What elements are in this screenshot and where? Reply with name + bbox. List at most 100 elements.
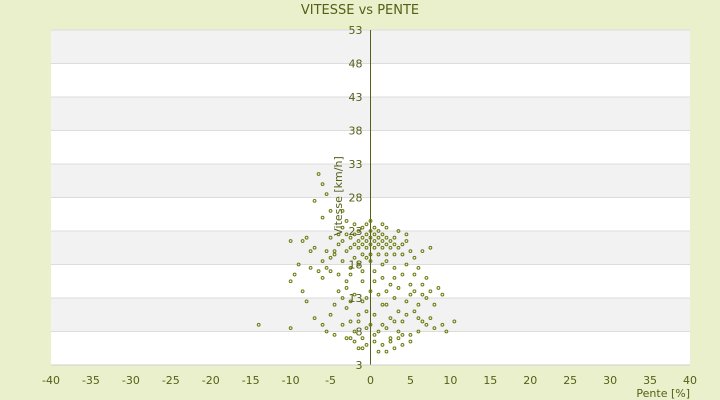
scatter-point [364, 239, 369, 243]
scatter-point [400, 332, 405, 337]
x-tick-label: 10 [443, 374, 457, 387]
scatter-point [360, 242, 365, 247]
scatter-point [336, 289, 341, 294]
scatter-point [364, 343, 369, 347]
scatter-point [368, 322, 373, 327]
x-tick-label: -15 [242, 374, 260, 387]
scatter-point [408, 339, 413, 344]
scatter-point [380, 245, 385, 250]
scatter-point [344, 286, 349, 290]
scatter-point [356, 319, 361, 324]
scatter-point [392, 296, 397, 300]
scatter-point [412, 255, 417, 260]
scatter-point [336, 272, 341, 277]
scatter-point [380, 222, 385, 227]
scatter-point [364, 222, 369, 227]
scatter-point [368, 289, 373, 294]
scatter-point [436, 286, 441, 290]
scatter-points [256, 172, 457, 354]
scatter-point [364, 309, 369, 314]
scatter-point [396, 329, 401, 334]
scatter-point [388, 282, 393, 287]
scatter-point [376, 252, 381, 257]
scatter-point [416, 265, 421, 270]
scatter-point [324, 265, 329, 270]
scatter-point [288, 279, 293, 284]
scatter-point [352, 292, 357, 297]
scatter-point [380, 343, 385, 347]
scatter-point [320, 259, 325, 264]
scatter-point [400, 242, 405, 247]
scatter-point [392, 252, 397, 257]
scatter-point [360, 299, 365, 304]
scatter-point [372, 232, 377, 237]
scatter-point [384, 259, 389, 264]
scatter-point [392, 346, 397, 351]
scatter-point [368, 219, 373, 223]
y-tick-label: 23 [349, 225, 363, 238]
scatter-point [424, 322, 429, 327]
scatter-point [408, 249, 413, 254]
scatter-point [344, 219, 349, 223]
x-tick-label: -25 [162, 374, 180, 387]
scatter-point [300, 239, 305, 243]
scatter-point [344, 232, 349, 237]
scatter-point [352, 242, 357, 247]
scatter-point [388, 336, 393, 341]
scatter-point [304, 235, 309, 240]
scatter-point [396, 245, 401, 250]
scatter-point [404, 262, 409, 267]
x-tick-labels: -40 -35 -30 -25 -20 -15 -10 -5 0 5 10 15 20 25 30 35 40 [42, 374, 697, 387]
scatter-point [364, 255, 369, 260]
scatter-point [368, 235, 373, 240]
scatter-point [384, 252, 389, 257]
scatter-point [360, 252, 365, 257]
scatter-point [304, 299, 309, 304]
scatter-point [364, 296, 369, 300]
scatter-point [420, 292, 425, 297]
scatter-point [384, 302, 389, 307]
scatter-point [332, 302, 337, 307]
scatter-point [360, 336, 365, 341]
scatter-point [388, 316, 393, 321]
scatter-point [388, 339, 393, 344]
scatter-point [440, 322, 445, 327]
scatter-point [356, 346, 361, 351]
scatter-point [372, 339, 377, 344]
y-tick-label: 8 [356, 326, 363, 339]
scatter-point [412, 272, 417, 277]
scatter-point [324, 249, 329, 254]
scatter-point [288, 326, 293, 331]
y-tick-label: 53 [349, 24, 363, 37]
scatter-point [328, 269, 333, 274]
scatter-point [380, 322, 385, 327]
scatter-point [424, 276, 429, 280]
scatter-point [352, 339, 357, 344]
scatter-point [388, 245, 393, 250]
scatter-point [404, 299, 409, 304]
scatter-point [340, 322, 345, 327]
x-tick-label: 0 [367, 374, 374, 387]
scatter-point [356, 239, 361, 243]
scatter-point [428, 289, 433, 294]
scatter-point [380, 262, 385, 267]
scatter-point [344, 279, 349, 284]
scatter-point [412, 289, 417, 294]
y-tick-label: 3 [356, 359, 363, 372]
scatter-point [384, 235, 389, 240]
scatter-point [348, 235, 353, 240]
x-tick-label: 20 [523, 374, 537, 387]
scatter-point [376, 229, 381, 233]
scatter-point [400, 252, 405, 257]
scatter-point [376, 349, 381, 354]
scatter-point [320, 322, 325, 327]
y-tick-label: 28 [349, 192, 363, 205]
x-tick-label: -30 [122, 374, 140, 387]
scatter-point [392, 276, 397, 280]
scatter-point [372, 279, 377, 284]
scatter-point [384, 326, 389, 331]
scatter-point [392, 242, 397, 247]
scatter-point [348, 272, 353, 277]
